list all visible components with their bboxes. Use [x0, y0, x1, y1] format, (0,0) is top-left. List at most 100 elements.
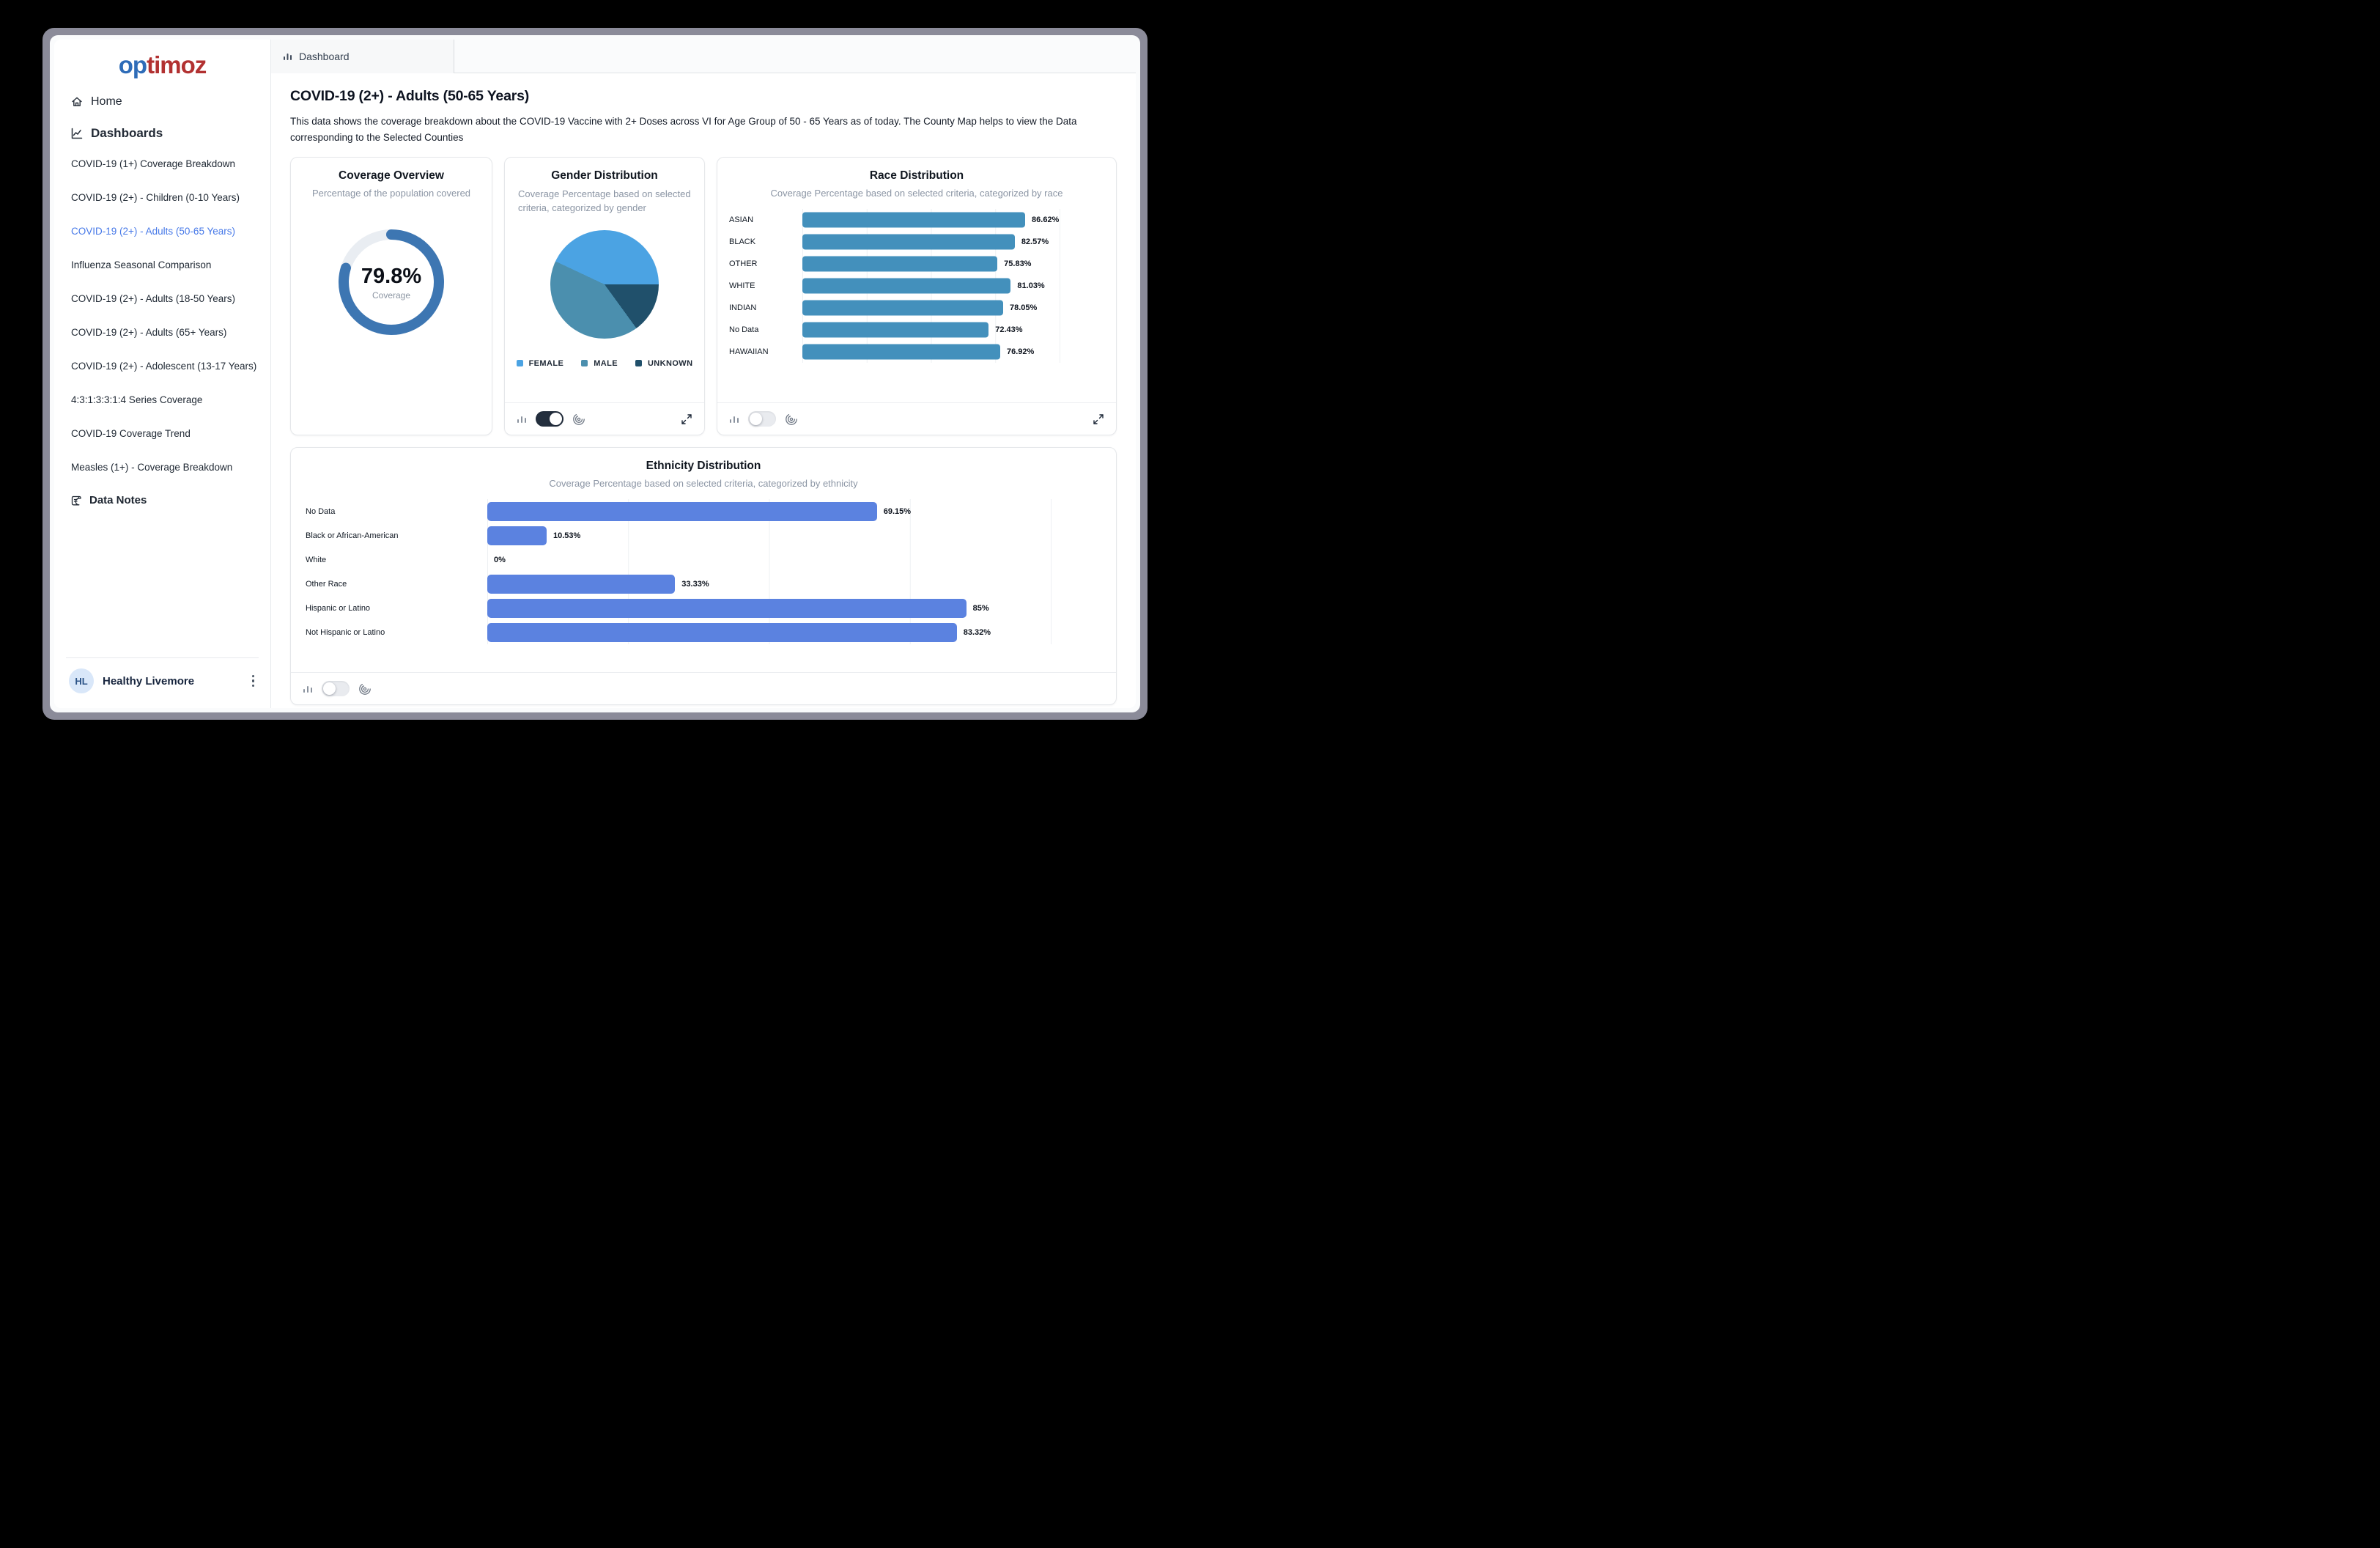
gender-distribution-card: Gender Distribution Coverage Percentage …: [504, 157, 705, 436]
card-subtitle: Coverage Percentage based on selected cr…: [518, 188, 691, 214]
chart-type-toggle[interactable]: [322, 681, 350, 697]
bar-value-label: 75.83%: [1004, 259, 1032, 269]
bar-row: WHITE 81.03%: [717, 275, 1116, 298]
card-subtitle: Percentage of the population covered: [311, 188, 471, 199]
card-title: Ethnicity Distribution: [646, 460, 761, 473]
bar-zone: 0%: [487, 548, 1052, 572]
card-subtitle: Coverage Percentage based on selected cr…: [770, 188, 1063, 199]
sidebar-item[interactable]: COVID-19 Coverage Trend: [71, 427, 191, 439]
bar-row: Other Race 33.33%: [291, 572, 1116, 597]
bar-category-label: Not Hispanic or Latino: [306, 627, 385, 637]
line-chart-icon: [70, 127, 84, 140]
chart-type-toggle[interactable]: [536, 411, 563, 427]
bar-category-label: No Data: [306, 506, 336, 516]
bar-row: HAWAIIAN 76.92%: [717, 341, 1116, 364]
bar-row: No Data 69.15%: [291, 499, 1116, 524]
sidebar-item[interactable]: COVID-19 (2+) - Adults (65+ Years): [71, 326, 227, 338]
legend-swatch: [516, 360, 523, 367]
sidebar-item[interactable]: COVID-19 (2+) - Adolescent (13-17 Years): [71, 360, 257, 372]
bar-chart-icon: [283, 52, 292, 62]
spiral-chart-icon[interactable]: [785, 413, 798, 426]
bar[interactable]: [487, 526, 547, 545]
sidebar-item[interactable]: COVID-19 (2+) - Adults (18-50 Years): [71, 292, 235, 304]
bar[interactable]: [802, 300, 1003, 316]
bar-category-label: Black or African-American: [306, 531, 399, 540]
bar-category-label: Other Race: [306, 579, 347, 589]
bar-value-label: 81.03%: [1017, 281, 1045, 291]
coverage-caption: Coverage: [372, 290, 411, 301]
bar[interactable]: [487, 598, 967, 618]
sidebar-item[interactable]: 4:3:1:3:3:1:4 Series Coverage: [71, 394, 203, 405]
bar-value-label: 76.92%: [1006, 347, 1035, 357]
logo-text-primary: op: [118, 51, 147, 78]
cards-row-top: Coverage Overview Percentage of the popu…: [290, 157, 1117, 436]
home-label: Home: [91, 95, 122, 108]
bar-chart-icon: [303, 684, 313, 694]
bar[interactable]: [802, 278, 1011, 294]
window-frame: optimoz Home Dashboards COVID-19 (1+) Co…: [50, 35, 1140, 712]
legend-label: FEMALE: [528, 358, 564, 368]
legend-swatch: [635, 360, 642, 367]
bar-value-label: 69.15%: [883, 506, 912, 516]
dashboard-content: COVID-19 (2+) - Adults (50-65 Years) Thi…: [271, 73, 1136, 708]
legend-item[interactable]: UNKNOWN: [635, 359, 692, 368]
legend-item[interactable]: MALE: [581, 359, 618, 368]
bar-category-label: White: [306, 555, 327, 564]
coverage-value: 79.8%: [361, 264, 422, 288]
spiral-chart-icon[interactable]: [358, 682, 372, 696]
bar-zone: 85%: [487, 596, 1052, 621]
user-menu-button[interactable]: [248, 672, 259, 690]
sidebar-item-data-notes[interactable]: Data Notes: [54, 494, 270, 506]
sidebar-item[interactable]: Measles (1+) - Coverage Breakdown: [71, 461, 233, 473]
bar-category-label: BLACK: [729, 237, 756, 247]
bar-zone: 82.57%: [802, 231, 1060, 254]
gender-pie-chart: [550, 229, 659, 339]
bar-zone: 78.05%: [802, 297, 1060, 320]
bar-zone: 33.33%: [487, 572, 1052, 597]
tab-dashboard[interactable]: Dashboard: [271, 40, 454, 73]
bar[interactable]: [802, 212, 1026, 228]
expand-icon[interactable]: [1093, 413, 1104, 425]
bar[interactable]: [802, 344, 1000, 360]
logo-text-secondary: timoz: [147, 51, 207, 78]
legend-label: UNKNOWN: [647, 358, 693, 368]
dashboard-list: COVID-19 (1+) Coverage Breakdown COVID-19…: [54, 147, 270, 484]
bar[interactable]: [487, 574, 676, 594]
home-icon: [70, 95, 84, 108]
bar-value-label: 10.53%: [552, 531, 581, 540]
bar-value-label: 85%: [972, 603, 989, 613]
bar[interactable]: [802, 322, 989, 338]
sidebar-item[interactable]: COVID-19 (2+) - Adults (50-65 Years): [71, 225, 235, 237]
bar-row: Hispanic or Latino 85%: [291, 596, 1116, 621]
bar-value-label: 33.33%: [681, 579, 709, 589]
race-distribution-card: Race Distribution Coverage Percentage ba…: [717, 157, 1117, 436]
bar-zone: 86.62%: [802, 209, 1060, 232]
notes-icon: [70, 495, 82, 506]
bar-category-label: No Data: [729, 325, 759, 335]
sidebar-item-home[interactable]: Home: [54, 95, 270, 108]
tab-bar: Dashboard: [271, 40, 1136, 73]
sidebar-item[interactable]: COVID-19 (2+) - Children (0-10 Years): [71, 191, 240, 203]
bar-row: INDIAN 78.05%: [717, 297, 1116, 320]
legend-item[interactable]: FEMALE: [516, 358, 564, 368]
bar[interactable]: [802, 234, 1015, 250]
spiral-chart-icon[interactable]: [572, 413, 585, 426]
sidebar-item[interactable]: COVID-19 (1+) Coverage Breakdown: [71, 158, 235, 169]
chart-type-toggle[interactable]: [748, 411, 776, 427]
sidebar-section-dashboards[interactable]: Dashboards: [54, 126, 270, 141]
expand-icon[interactable]: [681, 413, 692, 425]
tab-bar-empty: [454, 40, 1136, 73]
sidebar: optimoz Home Dashboards COVID-19 (1+) Co…: [54, 40, 271, 708]
sidebar-item[interactable]: Influenza Seasonal Comparison: [71, 259, 212, 270]
card-title: Race Distribution: [869, 169, 964, 183]
main-area: Dashboard COVID-19 (2+) - Adults (50-65 …: [271, 40, 1136, 708]
ethnicity-distribution-card: Ethnicity Distribution Coverage Percenta…: [290, 447, 1117, 706]
bar[interactable]: [487, 501, 877, 521]
bar[interactable]: [802, 256, 998, 272]
bar-row: No Data 72.43%: [717, 319, 1116, 342]
card-subtitle: Coverage Percentage based on selected cr…: [549, 478, 858, 490]
bar[interactable]: [487, 622, 957, 642]
bar-zone: 69.15%: [487, 499, 1052, 524]
card-title: Gender Distribution: [551, 169, 658, 183]
bar-zone: 76.92%: [802, 341, 1060, 364]
